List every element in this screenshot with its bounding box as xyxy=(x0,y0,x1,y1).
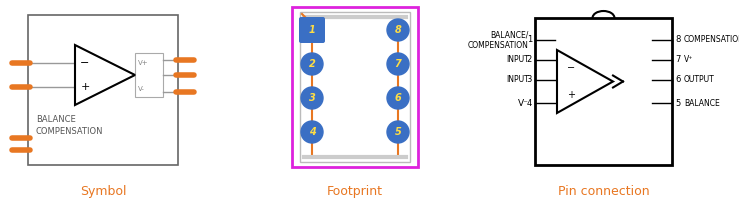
Text: V⁻: V⁻ xyxy=(518,99,529,108)
Polygon shape xyxy=(75,45,135,105)
Text: BALANCE/: BALANCE/ xyxy=(491,31,529,40)
Text: 3: 3 xyxy=(309,93,316,103)
Circle shape xyxy=(301,87,323,109)
Text: +: + xyxy=(567,90,575,101)
Text: 7: 7 xyxy=(395,59,401,69)
Text: Symbol: Symbol xyxy=(80,185,126,198)
Text: 6: 6 xyxy=(675,75,681,84)
Circle shape xyxy=(387,121,409,143)
Text: V-: V- xyxy=(138,86,145,92)
Text: V⁺: V⁺ xyxy=(684,55,693,64)
Text: COMPENSATION: COMPENSATION xyxy=(36,128,103,136)
Text: 4: 4 xyxy=(527,99,532,108)
Text: 2: 2 xyxy=(309,59,316,69)
Text: OUTPUT: OUTPUT xyxy=(684,75,715,84)
Text: 8: 8 xyxy=(675,35,681,44)
Circle shape xyxy=(387,87,409,109)
Text: COMPENSATION: COMPENSATION xyxy=(684,35,739,44)
Circle shape xyxy=(301,121,323,143)
FancyBboxPatch shape xyxy=(535,18,672,165)
Circle shape xyxy=(387,53,409,75)
Text: 3: 3 xyxy=(527,75,532,84)
Text: 2: 2 xyxy=(527,55,532,64)
Text: V+: V+ xyxy=(138,60,149,66)
Text: −: − xyxy=(567,62,575,73)
Text: BALANCE: BALANCE xyxy=(684,99,720,108)
Text: −: − xyxy=(81,58,89,68)
Text: Footprint: Footprint xyxy=(327,185,383,198)
Text: 6: 6 xyxy=(395,93,401,103)
Text: 5: 5 xyxy=(675,99,681,108)
Text: INPUT: INPUT xyxy=(506,75,529,84)
Text: 8: 8 xyxy=(395,25,401,35)
FancyBboxPatch shape xyxy=(292,7,418,167)
Circle shape xyxy=(387,19,409,41)
Text: COMPENSATION: COMPENSATION xyxy=(468,40,529,50)
Text: 5: 5 xyxy=(395,127,401,137)
Text: 7: 7 xyxy=(675,55,681,64)
FancyBboxPatch shape xyxy=(299,17,325,43)
Polygon shape xyxy=(557,50,613,113)
Text: Pin connection: Pin connection xyxy=(558,185,650,198)
Text: BALANCE: BALANCE xyxy=(36,116,76,125)
FancyBboxPatch shape xyxy=(28,15,178,165)
Text: 1: 1 xyxy=(309,25,316,35)
Text: 4: 4 xyxy=(309,127,316,137)
Text: INPUT: INPUT xyxy=(506,55,529,64)
FancyBboxPatch shape xyxy=(300,12,410,162)
Circle shape xyxy=(301,53,323,75)
Text: 1: 1 xyxy=(527,35,532,44)
FancyBboxPatch shape xyxy=(135,53,163,97)
Text: +: + xyxy=(81,82,89,92)
